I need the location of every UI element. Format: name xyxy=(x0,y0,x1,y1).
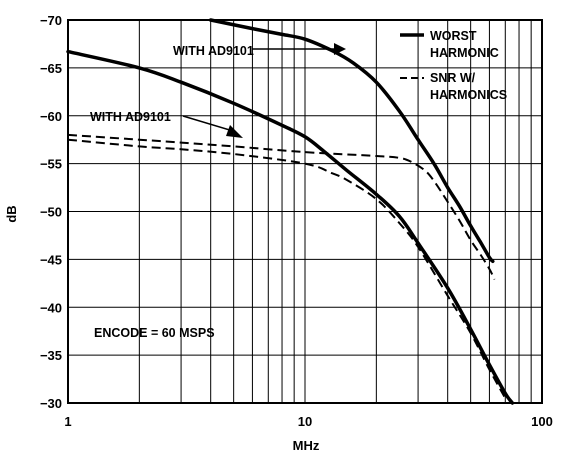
legend-label-snr-2: HARMONICS xyxy=(430,88,507,102)
annotation-arrowhead-upper xyxy=(334,43,346,55)
x-tick-label: 100 xyxy=(531,414,553,429)
y-tick-label: −35 xyxy=(40,348,62,363)
legend: WORST HARMONIC SNR W/ HARMONICS xyxy=(400,29,507,102)
y-tick-label: −40 xyxy=(40,300,62,315)
series-line-snr-with-harmonics xyxy=(67,138,507,399)
legend-label-snr-1: SNR W/ xyxy=(430,71,476,85)
y-tick-label: −55 xyxy=(40,157,62,172)
legend-label-worst-harmonic-1: WORST xyxy=(430,29,477,43)
y-tick-label: −65 xyxy=(40,61,62,76)
x-tick-labels: 1 10 100 xyxy=(64,414,552,429)
x-tick-label: 1 xyxy=(64,414,71,429)
series-line-worst-harmonic-with-ad9101 xyxy=(208,18,495,264)
annotation-with-ad9101-upper: WITH AD9101 xyxy=(173,44,254,58)
x-tick-label: 10 xyxy=(298,414,312,429)
annotation-encode-rate: ENCODE = 60 MSPS xyxy=(94,326,215,340)
grid xyxy=(68,20,542,403)
series-line-worst-harmonic xyxy=(66,49,515,405)
y-tick-label: −30 xyxy=(40,396,62,411)
plot-frame xyxy=(67,19,543,404)
annotation-arrow-lower xyxy=(182,115,234,132)
y-axis-label: dB xyxy=(4,205,19,222)
legend-label-worst-harmonic-2: HARMONIC xyxy=(430,46,499,60)
annotations: WITH AD9101 WITH AD9101 ENCODE = 60 MSPS xyxy=(90,43,346,340)
x-axis-label: MHz xyxy=(293,438,320,452)
series-line-snr-with-ad9101 xyxy=(67,133,496,280)
y-tick-labels: −70 −65 −60 −55 −50 −45 −40 −35 −30 xyxy=(40,13,62,411)
y-tick-label: −45 xyxy=(40,252,62,267)
annotation-arrowhead-lower xyxy=(226,125,243,138)
y-tick-label: −50 xyxy=(40,205,62,220)
annotation-with-ad9101-lower: WITH AD9101 xyxy=(90,110,171,124)
y-tick-label: −60 xyxy=(40,109,62,124)
curves xyxy=(66,18,515,405)
y-tick-label: −70 xyxy=(40,13,62,28)
